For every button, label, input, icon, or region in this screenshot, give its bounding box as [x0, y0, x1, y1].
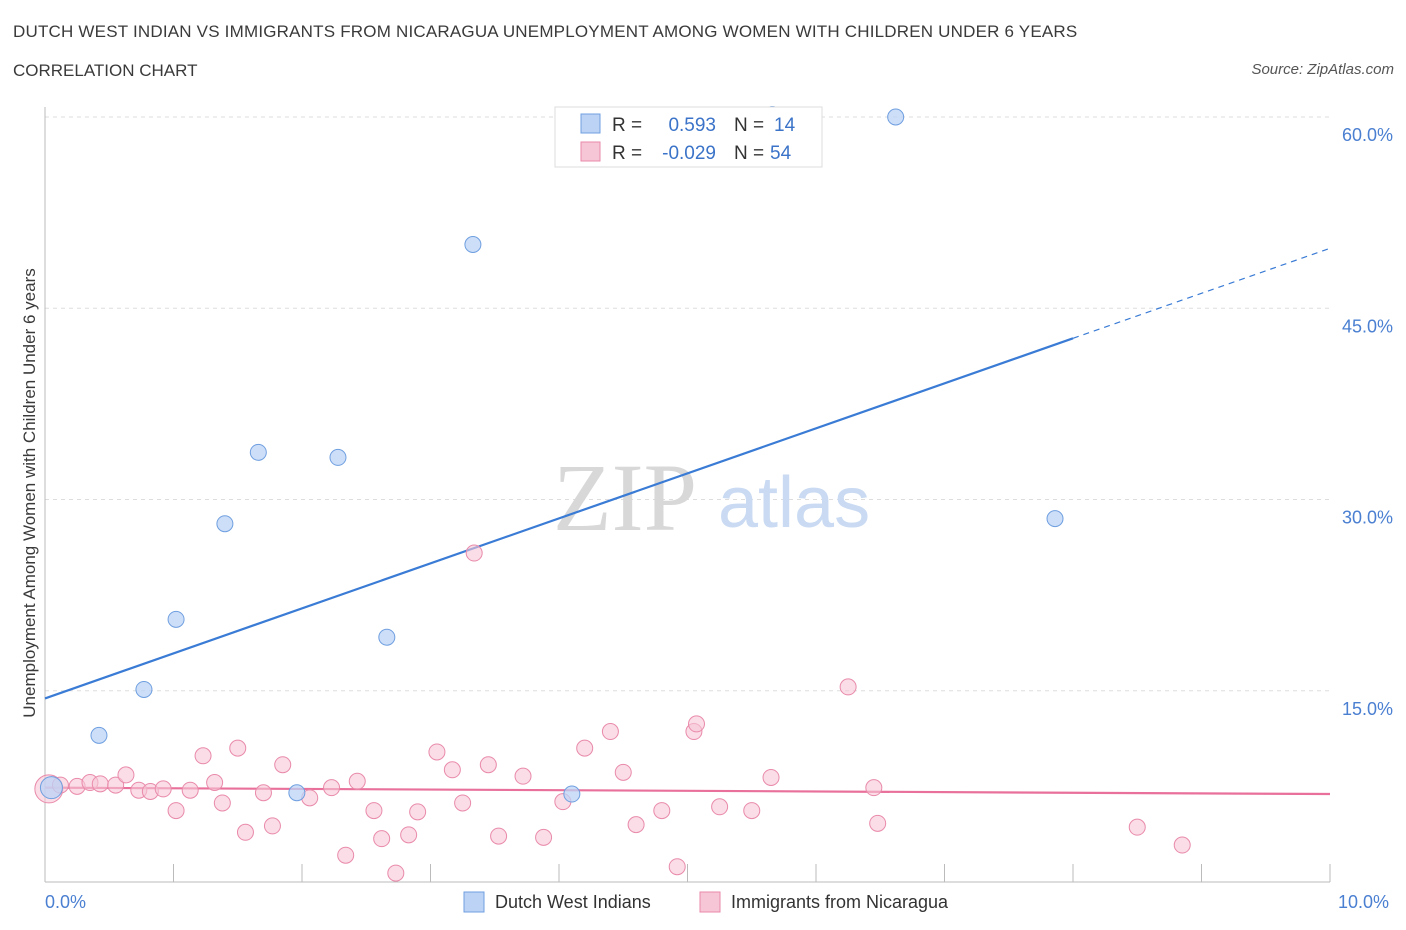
point-immigrants-from-nicaragua: [614, 763, 632, 781]
point-immigrants-from-nicaragua: [409, 803, 427, 821]
legend-box: R = 0.593 N = 14 R = -0.029 N = 54: [554, 106, 823, 168]
point-immigrants-from-nicaragua: [839, 678, 857, 696]
watermark-atlas: atlas: [718, 463, 870, 543]
point-dutch-west-indians: [329, 448, 347, 466]
point-dutch-west-indians: [249, 443, 267, 461]
legend-r-value: 0.593: [668, 115, 716, 136]
bottom-legend-label-pink: Immigrants from Nicaragua: [731, 892, 949, 912]
point-immigrants-from-nicaragua: [167, 802, 185, 820]
point-immigrants-from-nicaragua: [428, 743, 446, 761]
point-dutch-west-indians: [1046, 510, 1064, 528]
chart-subtitle: CORRELATION CHART: [13, 61, 198, 80]
bottom-legend-swatch-blue: [463, 891, 485, 913]
data-points: [34, 105, 1191, 882]
bottom-legend: Dutch West Indians Immigrants from Nicar…: [463, 891, 949, 913]
bottom-legend-swatch-pink: [699, 891, 721, 913]
point-dutch-west-indians: [135, 680, 153, 698]
trend-line-dutch-west-indians-extension: [1072, 247, 1331, 339]
point-immigrants-from-nicaragua: [400, 826, 418, 844]
point-dutch-west-indians: [216, 515, 234, 533]
legend-n-label: N =: [734, 143, 764, 164]
point-immigrants-from-nicaragua: [91, 775, 109, 793]
axes: [44, 107, 1331, 883]
point-immigrants-from-nicaragua: [206, 774, 224, 792]
point-immigrants-from-nicaragua: [254, 784, 272, 802]
watermark-zip: ZIP: [553, 444, 697, 551]
point-immigrants-from-nicaragua: [213, 794, 231, 812]
point-immigrants-from-nicaragua: [687, 715, 705, 733]
point-dutch-west-indians: [464, 236, 482, 253]
point-immigrants-from-nicaragua: [490, 827, 508, 845]
watermark: ZIP atlas: [553, 444, 870, 551]
bottom-legend-label-blue: Dutch West Indians: [495, 892, 651, 912]
legend-n-label: N =: [734, 115, 764, 136]
legend-swatch-blue: [580, 113, 601, 134]
source-label: Source: ZipAtlas.com: [1251, 61, 1394, 78]
legend-swatch-pink: [580, 141, 601, 162]
point-immigrants-from-nicaragua: [865, 779, 883, 797]
point-immigrants-from-nicaragua: [154, 780, 172, 798]
point-immigrants-from-nicaragua: [387, 864, 405, 882]
point-immigrants-from-nicaragua: [869, 814, 887, 832]
point-immigrants-from-nicaragua: [263, 817, 281, 835]
y-tick-label-2: 45.0%: [1342, 316, 1393, 336]
point-immigrants-from-nicaragua: [181, 781, 199, 799]
point-immigrants-from-nicaragua: [373, 830, 391, 848]
gridlines: [45, 116, 1330, 692]
point-dutch-west-indians: [39, 776, 63, 800]
point-immigrants-from-nicaragua: [465, 544, 483, 562]
point-immigrants-from-nicaragua: [117, 766, 135, 784]
x-tick-label-min: 0.0%: [45, 892, 86, 912]
y-axis-title: Unemployment Among Women with Children U…: [20, 268, 39, 717]
legend-r-label: R =: [612, 115, 642, 136]
point-immigrants-from-nicaragua: [479, 756, 497, 774]
y-tick-label-3: 60.0%: [1342, 125, 1393, 145]
point-immigrants-from-nicaragua: [535, 828, 553, 846]
point-immigrants-from-nicaragua: [653, 802, 671, 820]
point-immigrants-from-nicaragua: [743, 802, 761, 820]
point-immigrants-from-nicaragua: [601, 723, 619, 741]
point-immigrants-from-nicaragua: [107, 776, 125, 794]
point-immigrants-from-nicaragua: [1128, 818, 1146, 836]
point-immigrants-from-nicaragua: [668, 858, 686, 876]
point-immigrants-from-nicaragua: [1173, 836, 1191, 854]
y-tick-label-1: 30.0%: [1342, 508, 1393, 528]
point-immigrants-from-nicaragua: [229, 739, 247, 757]
point-immigrants-from-nicaragua: [365, 802, 383, 820]
legend-r-value: -0.029: [662, 143, 716, 164]
point-immigrants-from-nicaragua: [236, 823, 254, 841]
point-immigrants-from-nicaragua: [711, 798, 729, 816]
legend-r-label: R =: [612, 143, 642, 164]
trend-line-immigrants-from-nicaragua: [44, 786, 1331, 796]
point-dutch-west-indians: [563, 785, 581, 803]
point-dutch-west-indians: [288, 784, 306, 802]
point-immigrants-from-nicaragua: [514, 767, 532, 785]
chart-title: DUTCH WEST INDIAN VS IMMIGRANTS FROM NIC…: [13, 22, 1078, 41]
point-immigrants-from-nicaragua: [443, 761, 461, 779]
point-dutch-west-indians: [167, 610, 185, 628]
point-immigrants-from-nicaragua: [454, 794, 472, 812]
legend-n-value: 54: [770, 143, 792, 164]
x-tick-labels: 0.0% 10.0%: [45, 892, 1389, 912]
y-tick-labels: 15.0% 30.0% 45.0% 60.0%: [1342, 125, 1393, 719]
y-tick-label-0: 15.0%: [1342, 699, 1393, 719]
point-dutch-west-indians: [378, 628, 396, 646]
point-immigrants-from-nicaragua: [194, 747, 212, 765]
point-immigrants-from-nicaragua: [348, 772, 366, 790]
point-dutch-west-indians: [887, 108, 905, 126]
point-dutch-west-indians: [90, 726, 108, 744]
point-immigrants-from-nicaragua: [323, 779, 341, 797]
legend-n-value: 14: [774, 115, 796, 136]
point-immigrants-from-nicaragua: [576, 739, 594, 757]
point-immigrants-from-nicaragua: [274, 756, 292, 774]
point-immigrants-from-nicaragua: [337, 846, 355, 864]
x-tick-label-max: 10.0%: [1338, 892, 1389, 912]
trend-line-dutch-west-indians: [44, 337, 1074, 700]
point-immigrants-from-nicaragua: [762, 768, 780, 786]
point-immigrants-from-nicaragua: [627, 816, 645, 834]
